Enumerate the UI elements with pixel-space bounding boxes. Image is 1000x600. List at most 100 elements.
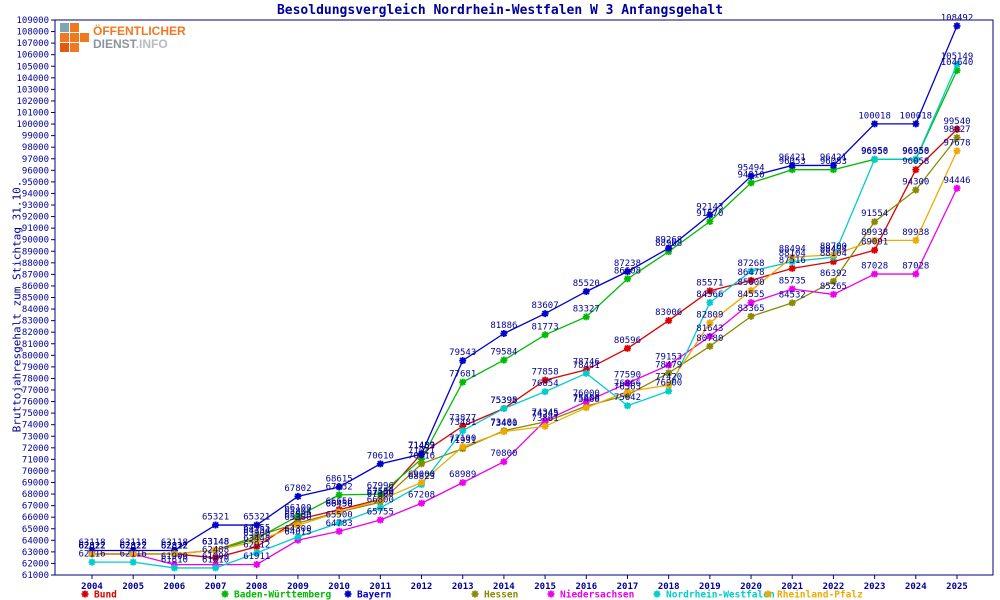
data-point-marker[interactable] bbox=[706, 287, 714, 295]
data-point-marker[interactable] bbox=[788, 166, 796, 174]
data-point-marker[interactable] bbox=[747, 287, 755, 295]
data-point-marker[interactable] bbox=[541, 376, 549, 384]
data-point-marker[interactable] bbox=[376, 490, 384, 498]
data-point-marker[interactable] bbox=[376, 496, 384, 504]
data-point-marker[interactable] bbox=[335, 527, 343, 535]
data-point-marker[interactable] bbox=[788, 264, 796, 272]
data-point-marker[interactable] bbox=[582, 369, 590, 377]
data-point-marker[interactable] bbox=[788, 161, 796, 169]
data-point-marker[interactable] bbox=[871, 270, 879, 278]
data-point-marker[interactable] bbox=[747, 299, 755, 307]
data-point-marker[interactable] bbox=[335, 483, 343, 491]
data-point-marker[interactable] bbox=[953, 147, 961, 155]
data-point-marker[interactable] bbox=[129, 558, 137, 566]
data-point-marker[interactable] bbox=[459, 422, 467, 430]
data-point-marker[interactable] bbox=[253, 532, 261, 540]
data-point-marker[interactable] bbox=[335, 491, 343, 499]
data-point-marker[interactable] bbox=[912, 236, 920, 244]
data-point-marker[interactable] bbox=[253, 549, 261, 557]
data-point-marker[interactable] bbox=[953, 61, 961, 69]
data-point-marker[interactable] bbox=[541, 417, 549, 425]
data-point-marker[interactable] bbox=[212, 521, 220, 529]
data-point-marker[interactable] bbox=[376, 516, 384, 524]
data-point-marker[interactable] bbox=[871, 155, 879, 163]
data-point-marker[interactable] bbox=[747, 312, 755, 320]
data-point-marker[interactable] bbox=[212, 554, 220, 562]
data-point-marker[interactable] bbox=[582, 366, 590, 374]
data-point-marker[interactable] bbox=[912, 186, 920, 194]
data-point-marker[interactable] bbox=[541, 310, 549, 318]
data-point-marker[interactable] bbox=[706, 299, 714, 307]
data-point-marker[interactable] bbox=[623, 275, 631, 283]
data-point-marker[interactable] bbox=[706, 319, 714, 327]
data-point-marker[interactable] bbox=[88, 550, 96, 558]
data-point-marker[interactable] bbox=[459, 443, 467, 451]
data-point-marker[interactable] bbox=[623, 391, 631, 399]
data-point-marker[interactable] bbox=[953, 134, 961, 142]
data-point-marker[interactable] bbox=[582, 313, 590, 321]
data-point-marker[interactable] bbox=[500, 330, 508, 338]
data-point-marker[interactable] bbox=[871, 236, 879, 244]
data-point-marker[interactable] bbox=[623, 388, 631, 396]
data-point-marker[interactable] bbox=[665, 387, 673, 395]
data-point-marker[interactable] bbox=[582, 398, 590, 406]
data-point-marker[interactable] bbox=[88, 558, 96, 566]
data-point-marker[interactable] bbox=[541, 422, 549, 430]
data-point-marker[interactable] bbox=[747, 276, 755, 284]
data-point-marker[interactable] bbox=[871, 218, 879, 226]
data-point-marker[interactable] bbox=[829, 277, 837, 285]
data-point-marker[interactable] bbox=[212, 546, 220, 554]
data-point-marker[interactable] bbox=[623, 402, 631, 410]
data-point-marker[interactable] bbox=[665, 317, 673, 325]
data-point-marker[interactable] bbox=[912, 270, 920, 278]
oeffentlicher-dienst-logo[interactable]: ÖFFENTLICHER DIENST.INFO bbox=[58, 22, 190, 53]
data-point-marker[interactable] bbox=[764, 590, 772, 598]
data-point-marker[interactable] bbox=[653, 590, 661, 598]
data-point-marker[interactable] bbox=[706, 218, 714, 226]
data-point-marker[interactable] bbox=[665, 369, 673, 377]
data-point-marker[interactable] bbox=[500, 458, 508, 466]
data-point-marker[interactable] bbox=[665, 244, 673, 252]
data-point-marker[interactable] bbox=[376, 460, 384, 468]
data-point-marker[interactable] bbox=[294, 492, 302, 500]
data-point-marker[interactable] bbox=[623, 379, 631, 387]
data-point-marker[interactable] bbox=[253, 537, 261, 545]
data-point-marker[interactable] bbox=[871, 246, 879, 254]
data-point-marker[interactable] bbox=[418, 455, 426, 463]
data-point-marker[interactable] bbox=[953, 22, 961, 30]
data-point-marker[interactable] bbox=[376, 504, 384, 512]
data-point-marker[interactable] bbox=[335, 508, 343, 516]
data-point-marker[interactable] bbox=[623, 268, 631, 276]
data-point-marker[interactable] bbox=[829, 251, 837, 259]
data-point-marker[interactable] bbox=[788, 285, 796, 293]
data-point-marker[interactable] bbox=[294, 512, 302, 520]
data-point-marker[interactable] bbox=[747, 172, 755, 180]
data-point-marker[interactable] bbox=[665, 361, 673, 369]
data-point-marker[interactable] bbox=[788, 258, 796, 266]
data-point-marker[interactable] bbox=[294, 521, 302, 529]
data-point-marker[interactable] bbox=[418, 460, 426, 468]
data-point-marker[interactable] bbox=[541, 388, 549, 396]
data-point-marker[interactable] bbox=[418, 479, 426, 486]
data-point-marker[interactable] bbox=[829, 290, 837, 298]
data-point-marker[interactable] bbox=[953, 184, 961, 192]
data-point-marker[interactable] bbox=[829, 166, 837, 174]
data-point-marker[interactable] bbox=[500, 405, 508, 413]
data-point-marker[interactable] bbox=[788, 299, 796, 307]
data-point-marker[interactable] bbox=[471, 590, 479, 598]
data-point-marker[interactable] bbox=[170, 564, 178, 572]
data-point-marker[interactable] bbox=[459, 378, 467, 386]
data-point-marker[interactable] bbox=[253, 560, 261, 568]
data-point-marker[interactable] bbox=[747, 179, 755, 187]
data-point-marker[interactable] bbox=[829, 161, 837, 169]
data-point-marker[interactable] bbox=[294, 533, 302, 541]
data-point-marker[interactable] bbox=[418, 450, 426, 458]
data-point-marker[interactable] bbox=[953, 66, 961, 74]
data-point-marker[interactable] bbox=[582, 404, 590, 412]
data-point-marker[interactable] bbox=[500, 356, 508, 364]
data-point-marker[interactable] bbox=[623, 344, 631, 352]
data-point-marker[interactable] bbox=[212, 564, 220, 572]
data-point-marker[interactable] bbox=[418, 499, 426, 507]
data-point-marker[interactable] bbox=[665, 381, 673, 389]
data-point-marker[interactable] bbox=[170, 550, 178, 558]
